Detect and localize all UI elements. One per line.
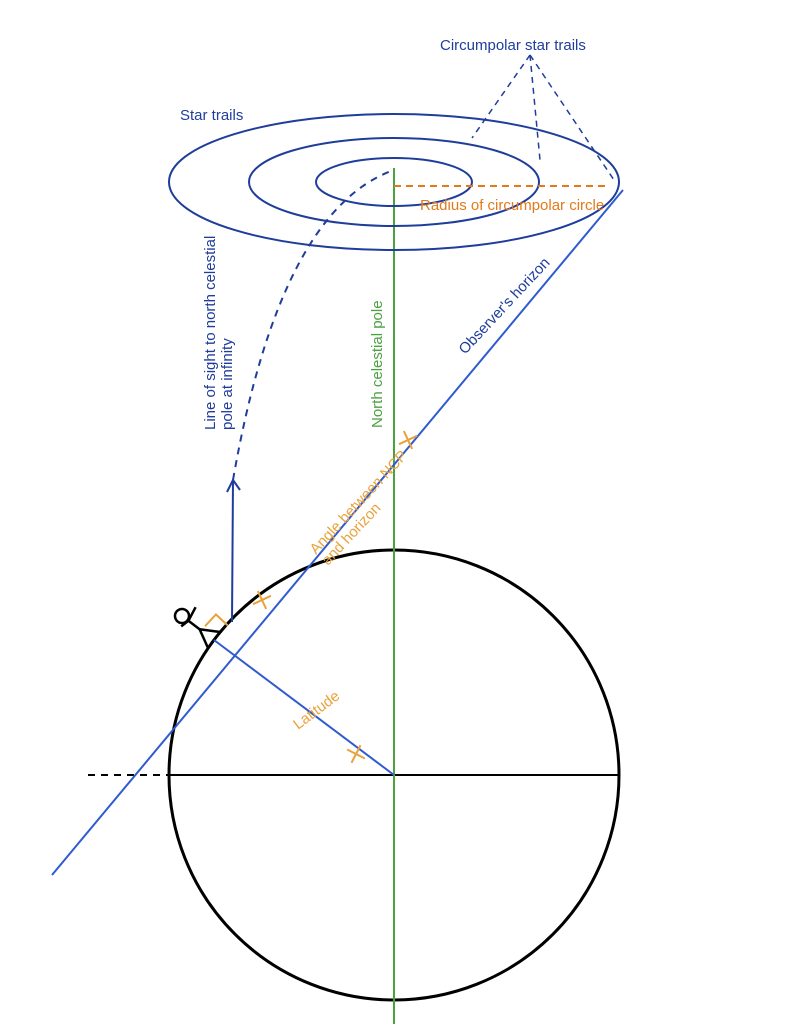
- label-latitude: Latitude: [290, 687, 343, 733]
- latitude-tick: [347, 745, 365, 763]
- label-horizon: Observer's horizon: [455, 254, 553, 357]
- label-sight-a: Line of sight to north celestial: [202, 236, 219, 430]
- label-ncp: North celestial pole: [369, 300, 386, 428]
- pointer-b: [530, 55, 540, 160]
- celestial-diagram: Star trails Circumpolar star trails Radi…: [0, 0, 788, 1024]
- sight-line: [232, 480, 233, 622]
- label-star-trails: Star trails: [180, 107, 243, 124]
- pointer-c: [530, 55, 614, 180]
- label-radius: Radius of circumpolar circle: [420, 197, 604, 214]
- earth-radius-line: [214, 640, 394, 775]
- label-circumpolar: Circumpolar star trails: [440, 37, 586, 54]
- label-angle-a: Angle between NCP: [306, 447, 411, 557]
- label-sight-b: pole at infinity: [219, 338, 236, 430]
